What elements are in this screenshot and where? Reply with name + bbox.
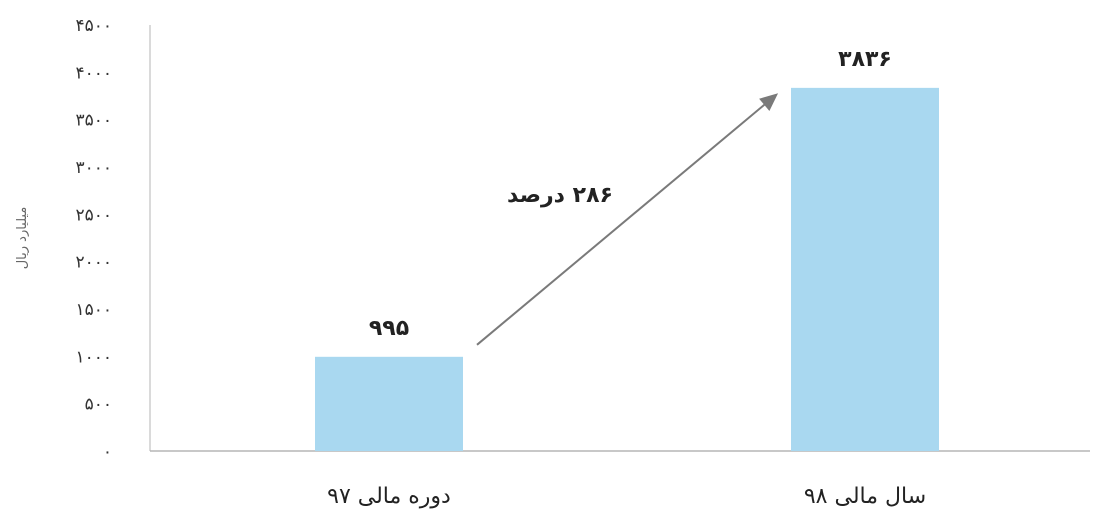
growth-arrow: [476, 95, 776, 346]
category-label: دوره مالی ۹۷: [327, 484, 451, 509]
bars: [315, 87, 939, 451]
y-tick-label: ۴۵۰۰: [75, 16, 112, 36]
y-tick-label: ۲۰۰۰: [75, 253, 112, 273]
bar: [315, 356, 463, 451]
bar: [791, 87, 939, 451]
y-tick-label: ۲۵۰۰: [75, 205, 112, 225]
growth-annotation-label: ۲۸۶ درصد: [507, 183, 613, 208]
data-labels: ۹۹۵ ۳۸۳۶: [369, 47, 892, 341]
y-tick-label: ۳۰۰۰: [75, 158, 112, 178]
growth-annotation: ۲۸۶ درصد: [476, 93, 779, 346]
y-tick-label: ۱۰۰۰: [75, 347, 112, 367]
y-tick-label: ۴۰۰۰: [75, 63, 112, 83]
category-labels: دوره مالی ۹۷ سال مالی ۹۸: [327, 484, 926, 509]
y-tick-label: ۵۰۰: [85, 395, 112, 415]
y-tick-label: ۰: [103, 442, 112, 462]
y-axis-label: میلیارد ریال: [15, 207, 30, 270]
category-label: سال مالی ۹۸: [804, 484, 926, 509]
data-label: ۹۹۵: [369, 316, 409, 341]
y-tick-label: ۱۵۰۰: [75, 300, 112, 320]
y-tick-labels: ۰ ۵۰۰ ۱۰۰۰ ۱۵۰۰ ۲۰۰۰ ۲۵۰۰ ۳۰۰۰ ۳۵۰۰ ۴۰۰۰ ۴۵۰۰: [75, 16, 112, 462]
y-tick-label: ۳۵۰۰: [75, 111, 112, 131]
data-label: ۳۸۳۶: [838, 47, 892, 72]
growth-arrow-head: [759, 93, 779, 111]
